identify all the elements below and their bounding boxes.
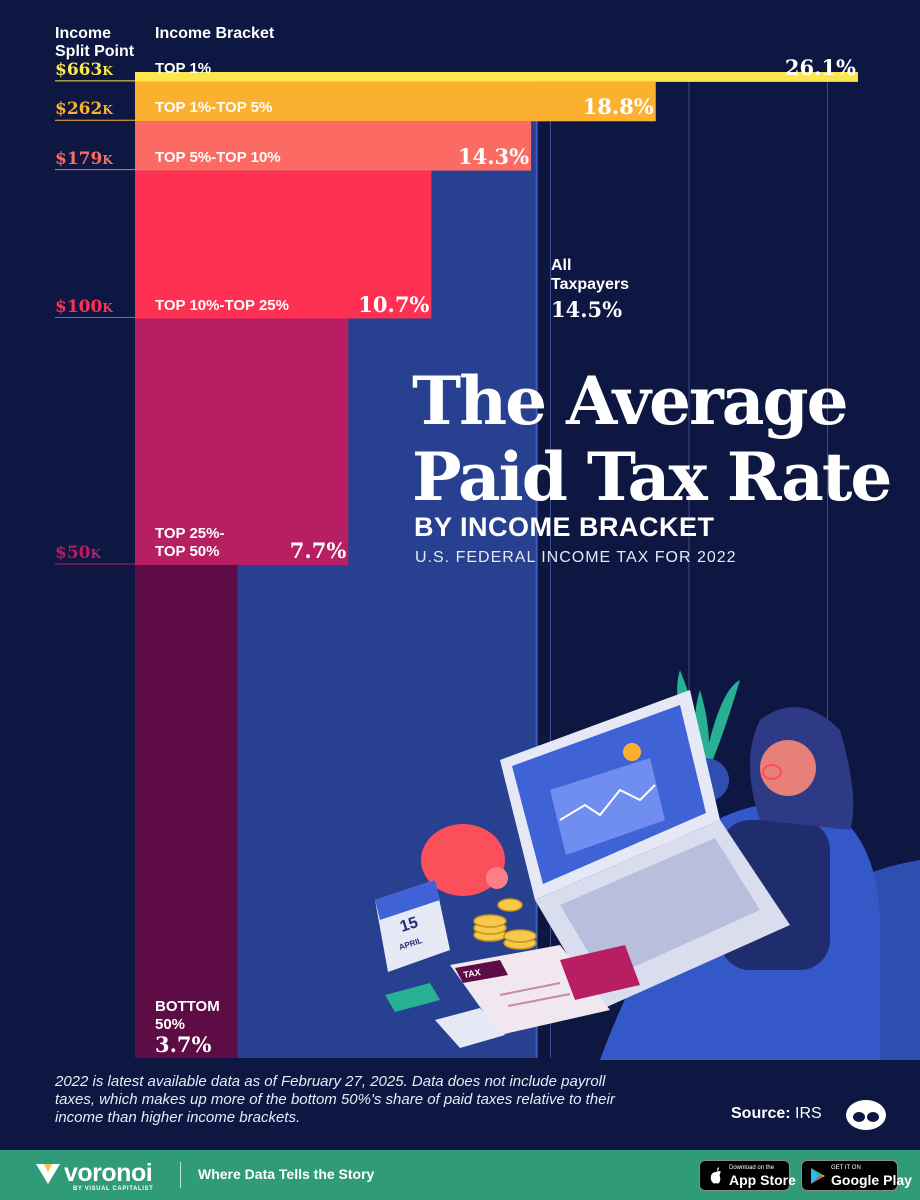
split-point-value: $50 (55, 543, 91, 563)
footer-tagline: Where Data Tells the Story (198, 1166, 375, 1182)
category-label-line: TOP 10%-TOP 25% (155, 296, 289, 314)
split-point-value: $663 (55, 59, 103, 80)
apple-icon (710, 1167, 721, 1184)
split-point-label-5: $50K (55, 543, 101, 564)
glasses-icon (762, 764, 782, 780)
chart-subtitle: BY INCOME BRACKET (414, 512, 715, 542)
split-point-unit: K (102, 152, 113, 167)
value-label-3: 14.3% (458, 143, 530, 169)
split-point-label-1: $663K (55, 60, 113, 81)
split-point-value: $179 (55, 148, 103, 169)
calendar-icon: 15 APRIL (375, 880, 450, 972)
split-point-unit: K (102, 63, 113, 78)
calculator-icon (560, 945, 640, 1000)
split-point-header-line1: Income (55, 25, 112, 42)
google-play-big: Google Play (831, 1172, 912, 1188)
app-store-big: App Store (729, 1172, 796, 1188)
split-point-value: $100 (55, 296, 103, 317)
category-label-line: TOP 50% (155, 543, 220, 560)
split-point-label-3: $179K (55, 149, 113, 170)
category-label-line: TOP 1%-TOP 5% (155, 99, 273, 117)
google-play-small: GET IT ON (831, 1165, 861, 1171)
voronoi-logo-icon (36, 1164, 60, 1184)
chart-subsubtitle: U.S. FEDERAL INCOME TAX FOR 2022 (415, 549, 737, 566)
all-taxpayers-label-line2: Taxpayers (551, 276, 629, 293)
visual-capitalist-logo (846, 1100, 886, 1130)
piggy-snout (486, 867, 508, 889)
credit-card-icon (385, 983, 440, 1012)
bar-2 (135, 81, 656, 122)
split-point-header-line2: Split Point (55, 43, 135, 60)
voronoi-brand-sub: BY VISUAL CAPITALIST (73, 1186, 154, 1192)
category-label-3: TOP 5%-TOP 10% (155, 149, 281, 167)
split-point-unit: K (102, 300, 113, 315)
app-store-button[interactable]: Download on the App Store (699, 1160, 796, 1191)
split-point-label-2: $262K (55, 99, 113, 120)
coins-icon (473, 898, 537, 950)
category-label-line: TOP 5%-TOP 10% (155, 148, 281, 166)
source: Source: IRS (731, 1105, 822, 1123)
bar-3 (135, 121, 532, 171)
split-point-unit: K (90, 547, 101, 561)
all-taxpayers-label: All Taxpayers (551, 256, 629, 294)
split-point-label-4: $100K (55, 297, 113, 318)
calendar-day: 15 (398, 914, 420, 936)
bar-6 (135, 565, 238, 1058)
all-taxpayers-label-line1: All (551, 257, 572, 274)
screen-chart-line (559, 784, 656, 821)
category-label-6: BOTTOM 50% (155, 998, 220, 1034)
google-play-button[interactable]: GET IT ON Google Play (801, 1160, 912, 1191)
income-bracket-header: Income Bracket (155, 25, 275, 42)
category-label-5: TOP 25%- TOP 50% (155, 525, 224, 561)
category-label-line: TOP 25%- (155, 525, 225, 542)
value-label-5: 7.7% (289, 538, 347, 563)
value-label-1: 26.1% (784, 54, 856, 80)
tax-form-label: TAX (463, 967, 482, 980)
category-label-2: TOP 1%-TOP 5% (155, 99, 272, 117)
value-label-2: 18.8% (582, 94, 654, 120)
bar-5 (135, 318, 349, 565)
app-store-small: Download on the (729, 1165, 775, 1171)
split-point-unit: K (102, 103, 113, 118)
category-label-line: TOP 1% (155, 59, 212, 77)
split-point-value: $262 (55, 99, 103, 120)
voronoi-brand[interactable]: voronoi (64, 1159, 153, 1187)
category-label-4: TOP 10%-TOP 25% (155, 297, 289, 315)
footer-bar: voronoi BY VISUAL CAPITALIST Where Data … (0, 1150, 920, 1200)
source-label: Source: (731, 1105, 791, 1122)
bar-1 (135, 72, 858, 82)
piggy-bank-icon (421, 824, 505, 896)
laptop-keyboard (560, 838, 760, 980)
category-label-line: BOTTOM (155, 998, 220, 1015)
footer-divider (180, 1162, 181, 1188)
bar-4 (135, 170, 432, 319)
source-value: IRS (795, 1105, 822, 1122)
tax-illustration: 15 APRIL TAX (375, 670, 920, 1060)
check-icon (623, 743, 641, 761)
notepad-icon (435, 1008, 505, 1048)
value-label-6: 3.7% (155, 1032, 212, 1057)
google-play-icon (811, 1168, 825, 1184)
all-taxpayers-value: 14.5% (551, 297, 623, 322)
woman-face (760, 740, 816, 796)
split-point-header: Income Split Point (55, 25, 134, 61)
category-label-1: TOP 1% (155, 60, 211, 78)
chart-title-line1: The Average (412, 362, 849, 440)
chart-title-line2: Paid Tax Rate (412, 438, 892, 516)
value-label-4: 10.7% (358, 291, 430, 317)
bars (55, 72, 858, 1058)
footnote: 2022 is latest available data as of Febr… (55, 1073, 615, 1126)
category-label-line: 50% (155, 1016, 186, 1033)
